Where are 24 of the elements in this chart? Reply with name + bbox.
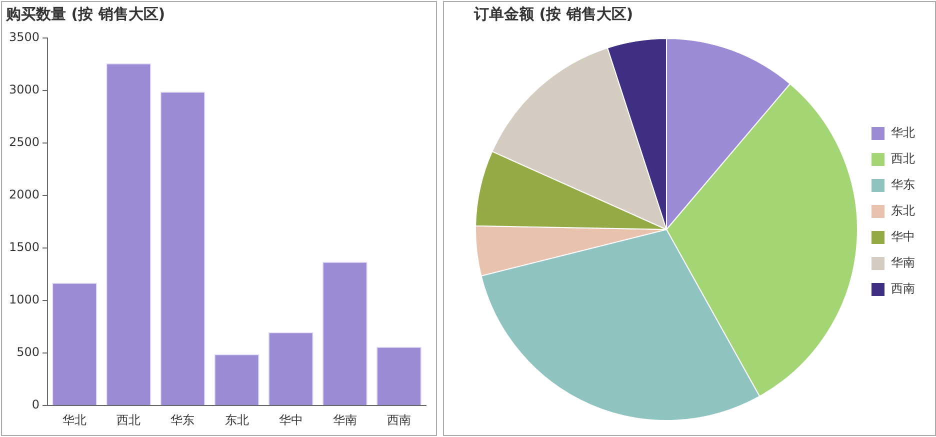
x-tick-label: 华中 [278, 412, 303, 427]
x-tick-label: 西北 [116, 412, 141, 427]
legend-label: 华东 [891, 178, 915, 192]
legend-label: 华中 [891, 230, 915, 244]
x-tick-label: 华东 [170, 412, 195, 427]
x-tick-label: 东北 [224, 412, 249, 427]
y-tick-label: 1000 [8, 292, 40, 307]
chart-title: 购买数量 (按 销售大区) [5, 4, 166, 23]
x-tick-label: 华北 [62, 412, 87, 427]
legend-label: 西南 [891, 282, 915, 296]
legend-label: 东北 [891, 204, 915, 218]
y-tick-label: 0 [32, 398, 40, 412]
y-tick-label: 2000 [8, 188, 40, 202]
legend-label: 华南 [891, 256, 915, 270]
chart-title: 订单金额 (按 销售大区) [473, 4, 634, 23]
y-tick-label: 3000 [8, 82, 40, 97]
legend-label: 西北 [891, 152, 915, 166]
y-tick-label: 500 [16, 345, 40, 360]
y-tick-label: 3500 [8, 30, 40, 44]
x-tick-label: 华南 [332, 412, 357, 427]
y-tick-label: 1500 [8, 240, 40, 254]
legend-label: 华北 [891, 126, 915, 140]
y-tick-label: 2500 [8, 135, 40, 150]
x-tick-label: 西南 [386, 412, 411, 427]
